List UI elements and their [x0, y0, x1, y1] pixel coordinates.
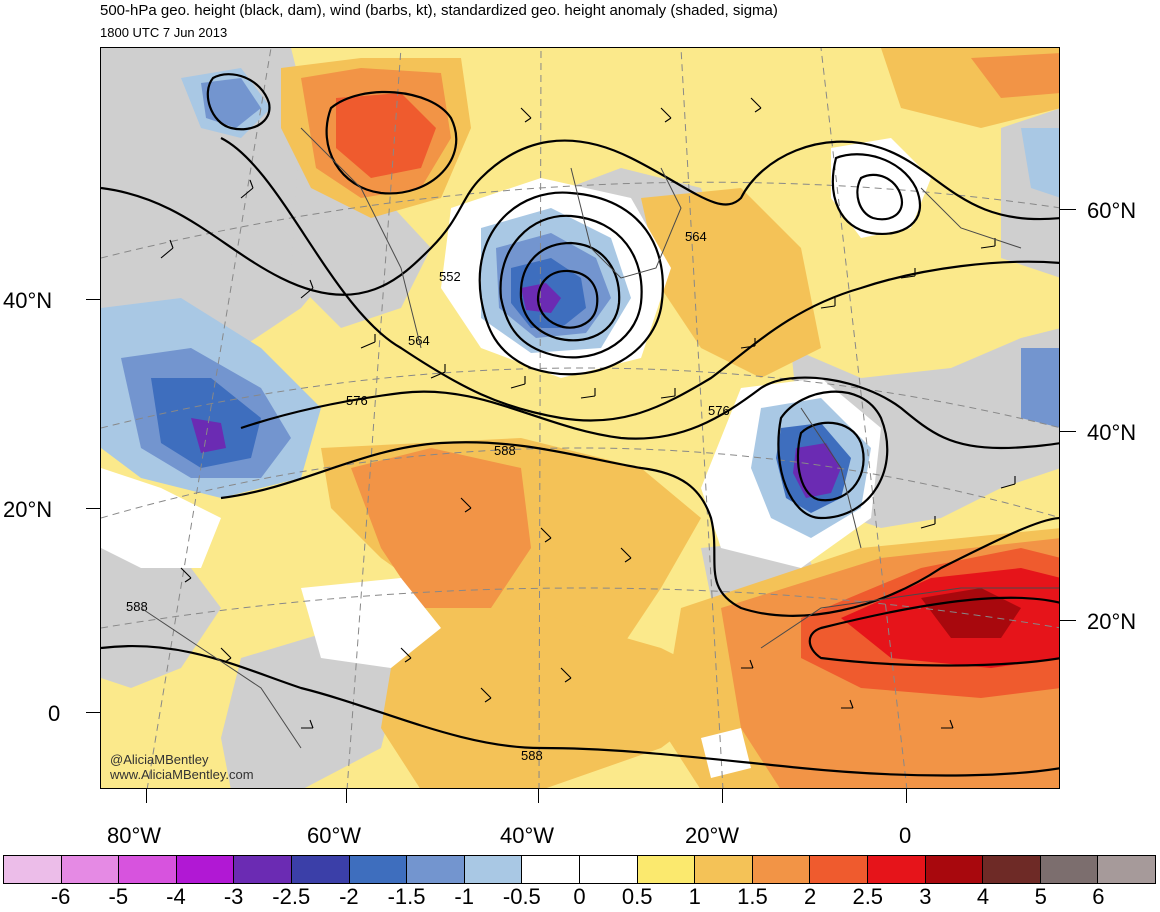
- contour-label: 576: [346, 393, 368, 408]
- colorbar-swatch: [176, 856, 235, 883]
- contour-label: 588: [126, 599, 148, 614]
- colorbar-swatch: [752, 856, 811, 883]
- lon-label: 20°W: [685, 823, 740, 848]
- height-contours: [101, 73, 1059, 777]
- colorbar-swatch: [464, 856, 523, 883]
- contour-label: 588: [521, 748, 543, 763]
- colorbar-label: 6: [1092, 884, 1105, 909]
- colorbar-swatch: [407, 856, 465, 883]
- lat-tick: [1060, 620, 1076, 621]
- lat-tick: [86, 299, 100, 300]
- colorbar-swatch: [349, 856, 408, 883]
- lat-label-left: 20°N: [3, 497, 53, 522]
- colorbar-swatch: [1040, 856, 1099, 883]
- colorbar-swatch: [867, 856, 926, 883]
- colorbar-swatch: [695, 856, 753, 883]
- wind-barbs: [160, 97, 1016, 729]
- coastlines: [140, 127, 1059, 749]
- colorbar-label: -4: [166, 884, 186, 909]
- author-website[interactable]: www.AliciaMBentley.com: [110, 767, 254, 782]
- lat-label-left: 40°N: [3, 288, 53, 313]
- lon-label: 0: [899, 823, 912, 848]
- figure-title: 500-hPa geo. height (black, dam), wind (…: [100, 2, 778, 19]
- lon-tick: [538, 789, 539, 803]
- lat-tick: [1060, 431, 1076, 432]
- lon-label: 40°W: [500, 823, 555, 848]
- colorbar-label: 2: [803, 884, 817, 909]
- lat-label-right: 60°N: [1087, 198, 1137, 223]
- lon-tick: [346, 789, 347, 803]
- lat-label-right: 20°N: [1087, 609, 1137, 634]
- colorbar-label: -1: [454, 884, 474, 909]
- colorbar-label: -3: [223, 884, 244, 909]
- colorbar-label: -2: [339, 884, 359, 909]
- lat-tick: [86, 508, 100, 509]
- colorbar-swatch: [522, 856, 580, 883]
- contour-label: 552: [439, 269, 461, 284]
- colorbar-label: 0: [573, 884, 586, 909]
- contour-label-group: 552 564 564 576 576 588 588 588: [126, 229, 730, 763]
- colorbar-swatch: [4, 856, 62, 883]
- colorbar-label: 4: [976, 884, 990, 909]
- anomaly-map: 552 564 564 576 576 588 588 588: [101, 48, 1059, 788]
- lat-label-left: 0: [48, 701, 61, 726]
- map-panel: 552 564 564 576 576 588 588 588: [100, 47, 1060, 789]
- colorbar-swatch: [234, 856, 292, 883]
- colorbar-swatch: [119, 856, 177, 883]
- colorbar-label: 0.5: [621, 884, 653, 909]
- colorbar-label: 2.5: [852, 884, 884, 909]
- land-mask: [101, 48, 1059, 788]
- colorbar-label: -5: [108, 884, 129, 909]
- colorbar-label: -0.5: [502, 884, 541, 909]
- lat-label-right: 40°N: [1087, 420, 1137, 445]
- lon-tick: [722, 789, 723, 803]
- colorbar-swatch: [61, 856, 120, 883]
- lon-tick: [146, 789, 147, 803]
- author-handle: @AliciaMBentley: [110, 752, 209, 767]
- lat-tick: [1060, 209, 1076, 210]
- colorbar-swatch: [983, 856, 1041, 883]
- colorbar-label: -1.5: [387, 884, 426, 909]
- lat-tick: [86, 712, 100, 713]
- colorbar-label: 1: [688, 884, 701, 909]
- colorbar-swatch: [1098, 856, 1155, 883]
- colorbar: [3, 855, 1156, 884]
- graticule: [101, 48, 1059, 788]
- contour-label: 588: [494, 443, 516, 458]
- colorbar-swatch: [291, 856, 350, 883]
- lon-label: 80°W: [107, 823, 162, 848]
- valid-time: 1800 UTC 7 Jun 2013: [100, 25, 228, 40]
- colorbar-label: -2.5: [272, 884, 311, 909]
- colorbar-label: 1.5: [737, 884, 768, 909]
- colorbar-label: 3: [919, 884, 932, 909]
- colorbar-swatch: [637, 856, 696, 883]
- colorbar-swatch: [579, 856, 638, 883]
- lon-tick: [906, 789, 907, 803]
- colorbar-swatch: [925, 856, 984, 883]
- lon-label: 60°W: [307, 823, 362, 848]
- colorbar-label: 5: [1034, 884, 1047, 909]
- contour-label: 564: [685, 229, 707, 244]
- colorbar-swatch: [810, 856, 868, 883]
- contour-label: 576: [708, 403, 730, 418]
- colorbar-label: -6: [50, 884, 71, 909]
